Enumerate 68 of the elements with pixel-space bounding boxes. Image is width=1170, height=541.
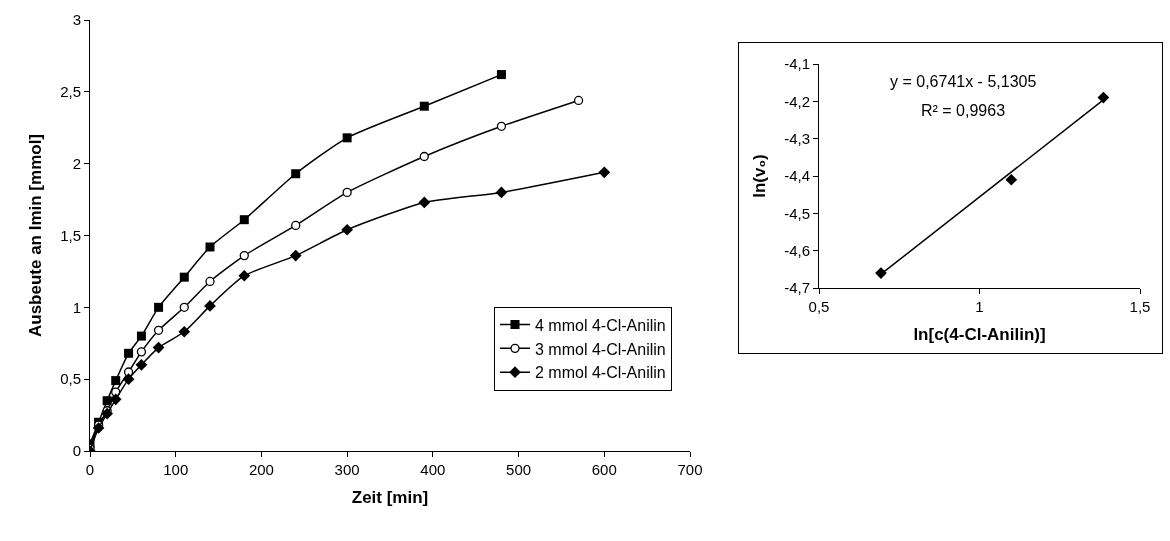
- x-tick-label: 0: [85, 461, 95, 478]
- y-tick-label: -4,4: [784, 167, 810, 185]
- x-tick-label: 500: [506, 461, 532, 478]
- point: [598, 166, 611, 179]
- point: [341, 223, 353, 236]
- y-tick-label: 0: [72, 442, 81, 460]
- point: [136, 331, 146, 341]
- y-axis-title: Ausbeute an Imin [mmol]: [25, 133, 45, 338]
- x-tick-label: 1: [975, 298, 984, 315]
- point: [418, 196, 431, 209]
- y-tick-label: -4,1: [784, 55, 810, 73]
- annotation: y = 0,6741x - 5,1305: [890, 73, 1037, 90]
- x-tick-label: 0,5: [808, 298, 830, 315]
- point: [291, 169, 301, 179]
- point: [419, 101, 429, 111]
- point: [205, 242, 215, 252]
- point: [573, 95, 584, 106]
- point: [291, 220, 301, 231]
- point: [496, 121, 507, 131]
- x-axis-title: ln[c(4-Cl-Anilin)]: [913, 325, 1046, 345]
- y-tick-label: -4,2: [784, 92, 810, 110]
- point: [111, 376, 121, 386]
- point: [135, 358, 148, 371]
- point: [154, 302, 164, 312]
- point: [124, 348, 134, 358]
- x-tick-label: 400: [420, 461, 446, 478]
- point: [419, 151, 429, 162]
- x-tick-label: 100: [163, 461, 189, 478]
- point: [179, 272, 189, 282]
- x-tick-label: 200: [248, 461, 274, 478]
- point: [136, 347, 147, 357]
- annotation: R² = 0,9963: [921, 102, 1006, 119]
- y-tick-label: 1,5: [60, 226, 81, 244]
- point: [342, 187, 352, 198]
- y-tick-label: -4,3: [784, 129, 810, 147]
- point: [239, 250, 249, 261]
- y-tick-label: 0,5: [60, 370, 81, 388]
- y-tick-label: 3: [72, 11, 81, 29]
- x-tick-label: 600: [591, 461, 617, 478]
- y-tick-label: 2,5: [60, 83, 81, 101]
- point: [496, 70, 506, 80]
- y-axis-title: ln(v₀): [749, 154, 769, 198]
- x-tick-label: 300: [334, 461, 360, 478]
- legend-label: 3 mmol 4-Cl-Anilin: [535, 340, 666, 358]
- point: [238, 269, 251, 282]
- point: [495, 186, 508, 199]
- y-tick-label: -4,7: [784, 279, 810, 297]
- legend-label: 4 mmol 4-Cl-Anilin: [535, 316, 666, 334]
- point: [152, 341, 165, 354]
- x-tick-label: 700: [677, 461, 703, 478]
- point: [342, 133, 352, 143]
- y-tick-label: -4,5: [784, 204, 810, 222]
- point: [178, 325, 191, 338]
- point: [179, 302, 189, 312]
- point: [1005, 173, 1018, 186]
- point: [122, 373, 135, 386]
- point: [289, 249, 302, 262]
- x-tick-label: 1,5: [1129, 298, 1151, 315]
- y-tick-label: -4,6: [784, 241, 810, 259]
- point: [153, 325, 164, 335]
- y-tick-label: 2: [72, 154, 81, 172]
- x-axis-title: Zeit [min]: [351, 488, 429, 508]
- point: [101, 407, 113, 420]
- legend-label: 2 mmol 4-Cl-Anilin: [535, 364, 666, 382]
- point: [92, 422, 105, 434]
- point: [239, 215, 249, 225]
- point: [205, 276, 215, 287]
- point: [1097, 91, 1110, 104]
